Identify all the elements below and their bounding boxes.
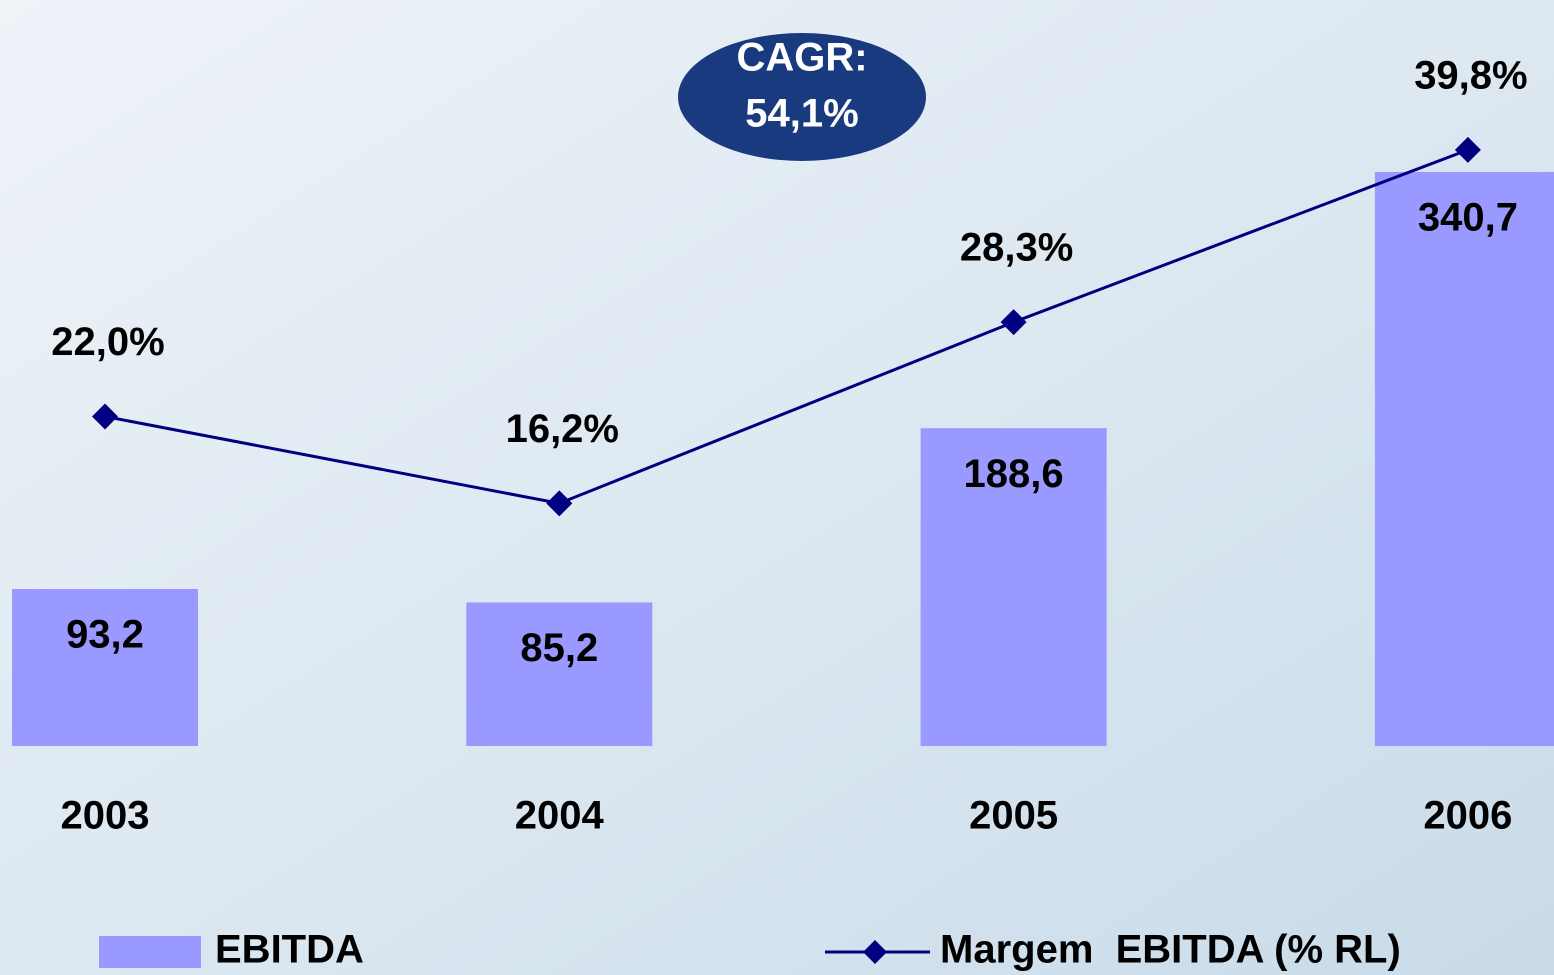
bar	[920, 428, 1107, 746]
line-marker	[1454, 136, 1481, 163]
line-value-label: 28,3%	[960, 226, 1073, 270]
line-marker	[1000, 309, 1027, 336]
bar	[466, 602, 653, 746]
line-marker	[546, 490, 573, 517]
line-value-label: 39,8%	[1414, 53, 1527, 97]
line-value-label: 22,0%	[51, 320, 164, 364]
line-value-label: 16,2%	[506, 407, 619, 451]
x-tick-label: 2003	[61, 794, 150, 838]
legend-label: Margem EBITDA (% RL)	[940, 928, 1401, 972]
bar	[12, 588, 198, 746]
bar	[1374, 171, 1554, 746]
legend-label: EBITDA	[215, 928, 364, 972]
x-tick-label: 2006	[1423, 794, 1512, 838]
annotation-text: CAGR:	[736, 36, 867, 80]
bar-value-label: 93,2	[66, 613, 144, 657]
line	[104, 148, 1469, 505]
bar-value-label: 188,6	[964, 452, 1064, 496]
x-tick-label: 2004	[515, 794, 605, 838]
bar-value-label: 85,2	[520, 626, 598, 670]
bar-value-label: 340,7	[1418, 195, 1518, 239]
legend-swatch	[99, 936, 201, 968]
annotation-bubble	[678, 33, 926, 161]
annotation-text: 54,1%	[745, 92, 858, 136]
line-marker	[92, 403, 118, 430]
legend-marker	[863, 940, 887, 964]
x-tick-label: 2005	[969, 794, 1058, 838]
